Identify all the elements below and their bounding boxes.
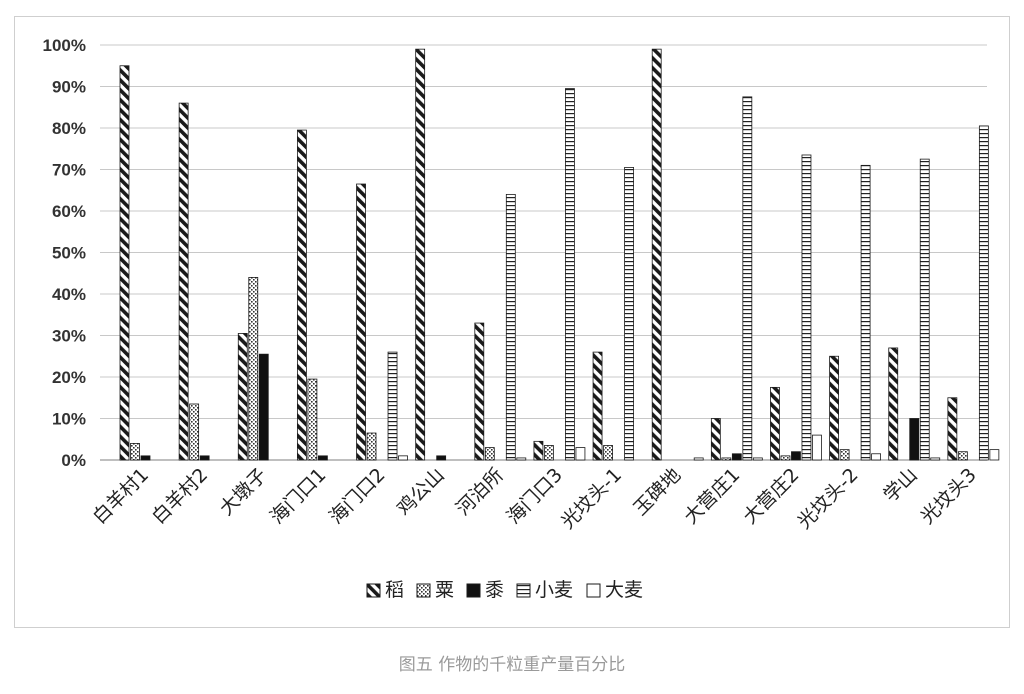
bar (199, 455, 210, 461)
bar (592, 351, 603, 461)
y-tick-label: 0% (61, 451, 86, 470)
crop-weight-bar-chart: 0% 10% 20% 30% 40% 50% 60% 70% 80% 90% 100% 白羊村1白羊… (43, 36, 1000, 601)
x-tick-label: 光坟头-2 (793, 464, 862, 533)
y-tick-label: 60% (52, 202, 86, 221)
x-tick-label: 大墩子 (215, 464, 271, 520)
legend-swatch (466, 583, 481, 598)
bar (258, 353, 269, 461)
bar (742, 96, 753, 461)
bar (575, 447, 586, 461)
bar (398, 455, 408, 461)
bar (603, 445, 613, 461)
bar (505, 193, 516, 461)
bar (693, 457, 704, 461)
bar (436, 455, 447, 461)
bar (366, 432, 377, 461)
bar (544, 445, 554, 461)
bar (237, 333, 248, 461)
bar (989, 449, 1000, 461)
bar (248, 276, 259, 461)
bar (812, 434, 822, 461)
bar (178, 102, 189, 461)
y-tick-label: 20% (52, 368, 86, 387)
x-tick-label: 大营庄1 (680, 464, 744, 528)
bar (791, 451, 801, 461)
legend-swatch (416, 583, 431, 598)
x-tick-label: 河泊所 (452, 464, 508, 520)
bar (140, 455, 151, 461)
y-tick-label: 100% (43, 36, 86, 55)
bar (801, 154, 812, 461)
y-tick-label: 50% (52, 244, 86, 263)
y-tick-label: 40% (52, 285, 86, 304)
y-tick-label: 70% (52, 161, 86, 180)
x-tick-label: 光坟头-1 (557, 464, 626, 533)
bar (484, 447, 495, 461)
y-tick-label: 10% (52, 410, 86, 429)
bar (119, 65, 130, 461)
bar (624, 167, 634, 461)
legend-label: 稻 (385, 579, 404, 601)
legend-label: 粟 (435, 579, 454, 601)
bar (130, 442, 140, 461)
bar (731, 453, 742, 461)
bar (829, 355, 839, 461)
y-tick-label: 80% (52, 119, 86, 138)
bar (871, 453, 881, 461)
bar (780, 455, 791, 461)
y-tick-label: 30% (52, 327, 86, 346)
bar (770, 386, 780, 461)
x-tick-label: 白羊村1 (89, 464, 153, 528)
bar (533, 440, 544, 461)
bar (978, 125, 989, 461)
bar (957, 451, 968, 461)
bar (317, 455, 328, 461)
x-tick-label: 白羊村2 (148, 464, 212, 528)
legend-label: 黍 (485, 579, 504, 601)
chart-frame: 0% 10% 20% 30% 40% 50% 60% 70% 80% 90% 100% 白羊村1 白羊… (14, 16, 1010, 628)
x-tick-label: 鸡公山 (393, 464, 449, 520)
bar (516, 457, 527, 461)
bar (356, 183, 366, 461)
x-tick-label: 玉碑地 (629, 464, 685, 520)
bar (909, 418, 920, 461)
x-tick-label: 海门口2 (325, 464, 389, 528)
bar (565, 88, 575, 461)
x-tick-label: 海门口1 (266, 464, 330, 528)
bar (888, 347, 899, 461)
bar (947, 397, 958, 461)
bar (296, 129, 307, 461)
bar (930, 457, 941, 461)
legend-swatch (586, 583, 601, 598)
bar (189, 403, 200, 461)
legend-swatch (516, 583, 531, 598)
y-tick-label: 90% (52, 78, 86, 97)
bar (474, 322, 485, 461)
x-tick-label: 学山 (879, 464, 921, 506)
x-tick-label: 光坟头3 (916, 464, 980, 528)
bar (307, 378, 318, 461)
legend-label: 小麦 (535, 579, 573, 601)
bar (752, 457, 763, 461)
legend-label: 大麦 (605, 579, 643, 601)
bar (710, 418, 721, 461)
bar (919, 158, 930, 461)
bar (839, 449, 850, 461)
bar (387, 351, 398, 461)
bar (651, 48, 662, 461)
figure-caption: 图五 作物的千粒重产量百分比 (398, 655, 626, 675)
bar (860, 164, 871, 461)
bar (415, 48, 426, 461)
bar (721, 457, 732, 461)
legend-swatch (366, 583, 381, 598)
